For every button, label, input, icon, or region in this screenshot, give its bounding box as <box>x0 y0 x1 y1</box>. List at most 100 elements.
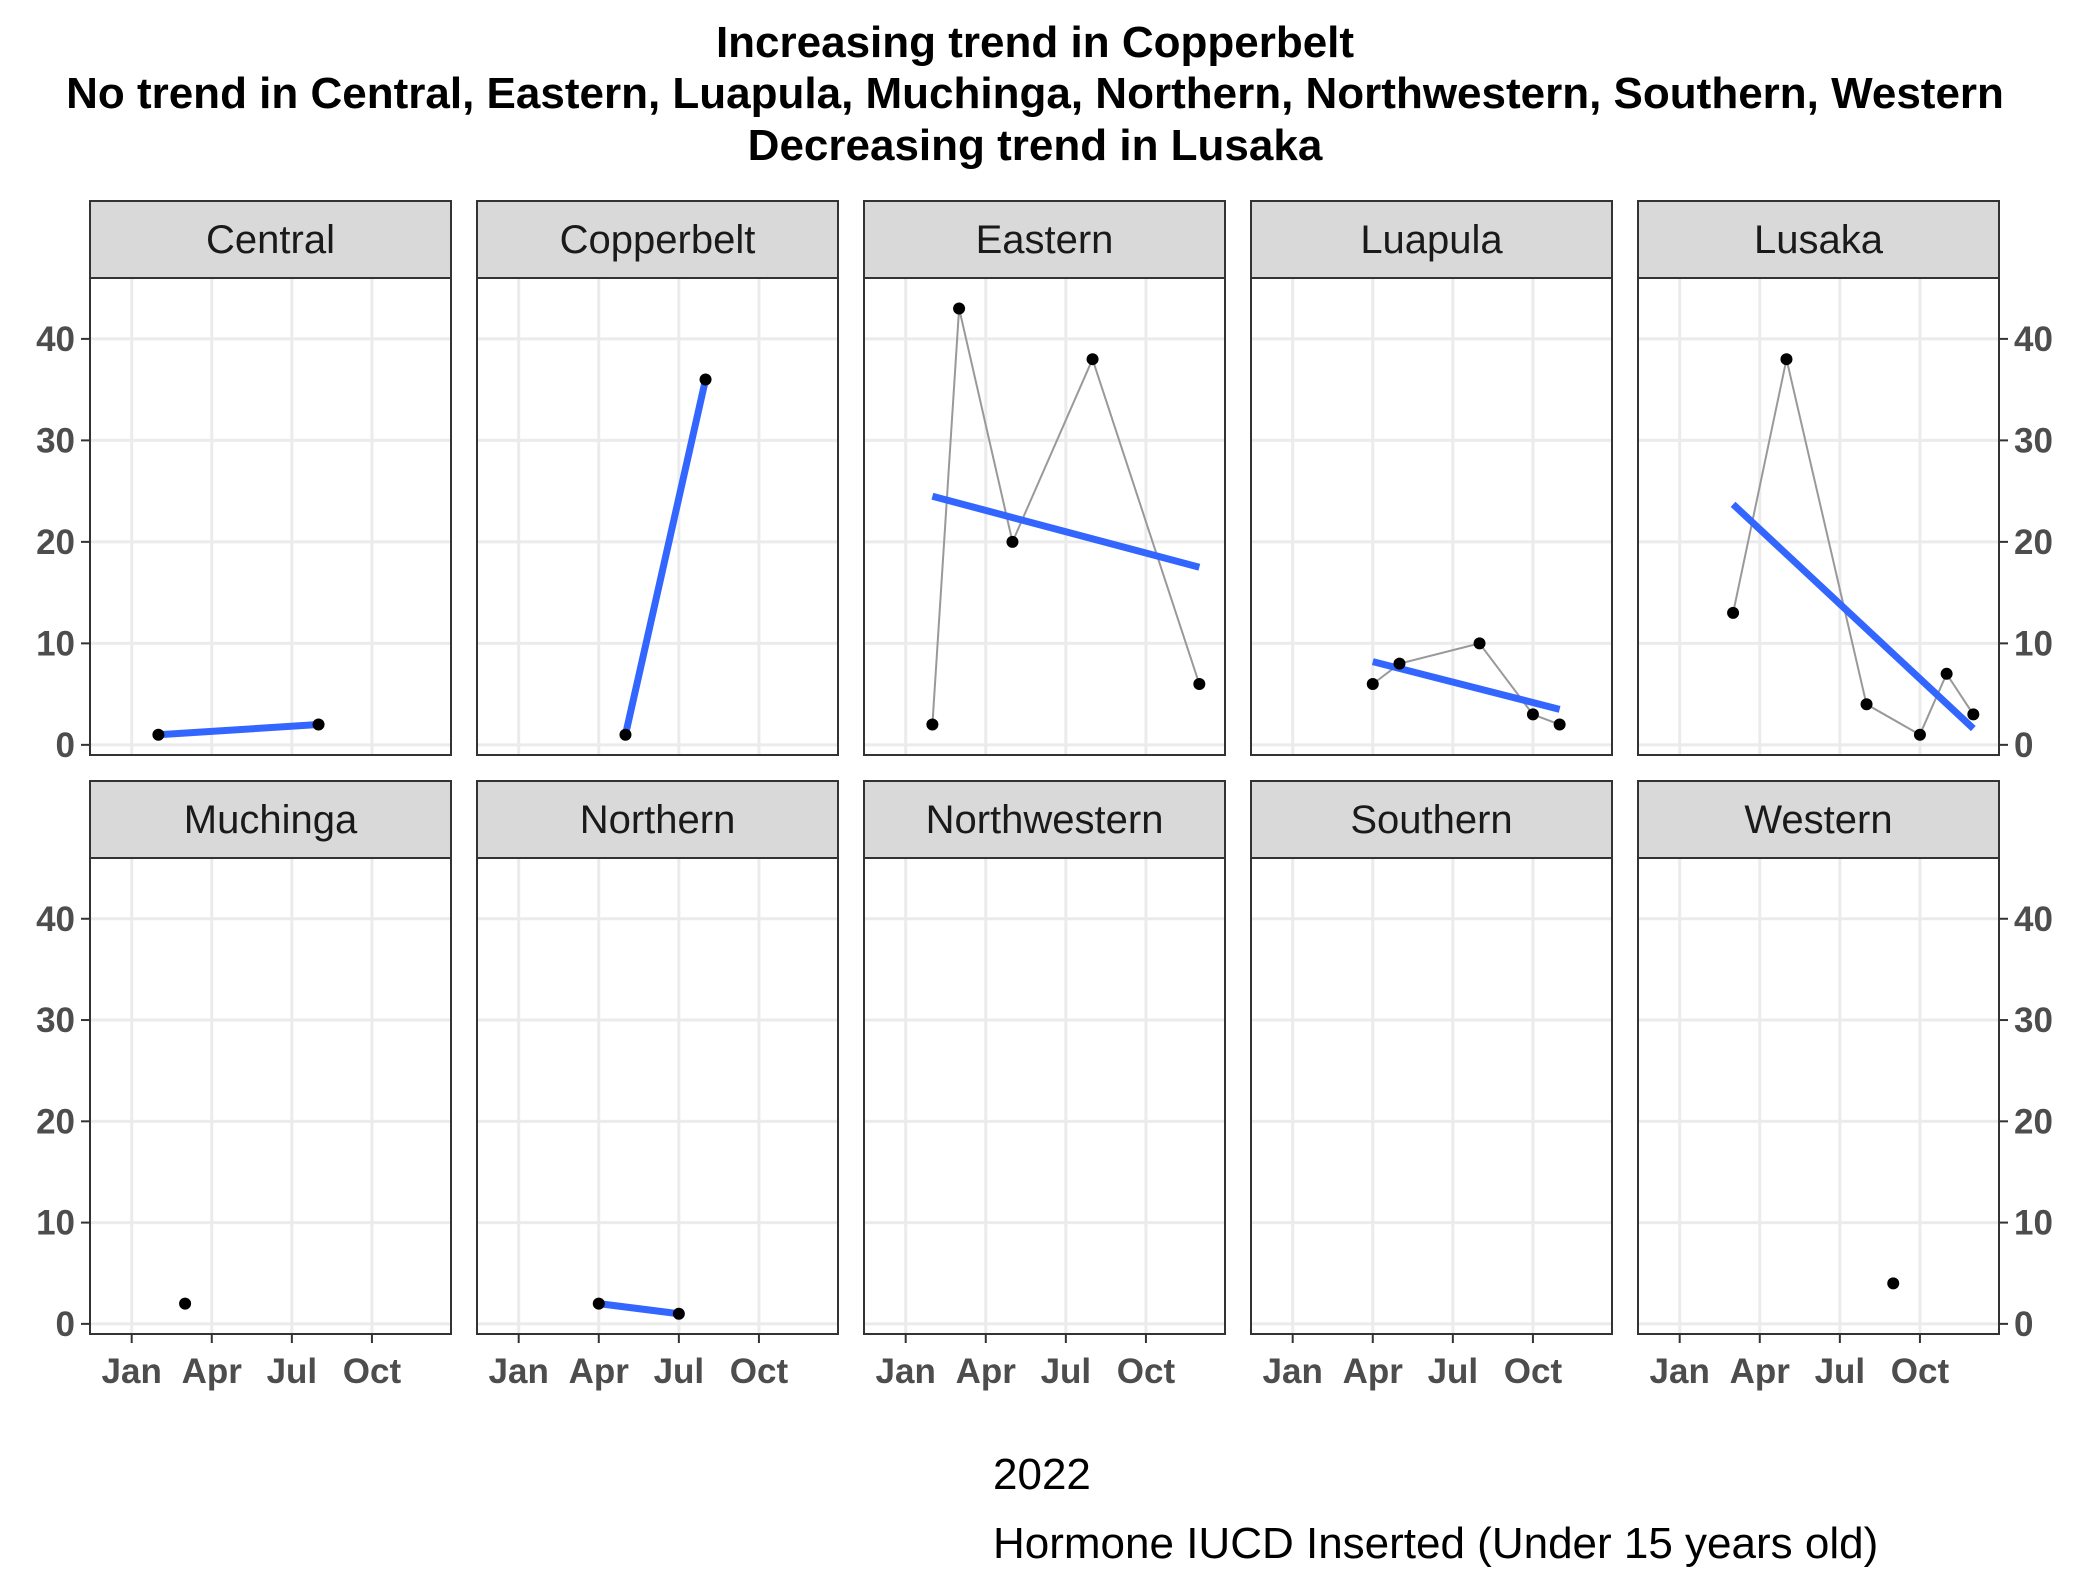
strip-label: Central <box>206 218 335 262</box>
data-point <box>1940 667 1953 680</box>
y-tick-label-left: 10 <box>36 624 75 663</box>
x-tick-label: Jul <box>1428 1352 1479 1391</box>
panel-northern: Northern Jan Apr Jul Oct <box>476 780 839 1391</box>
x-tick-label: Jul <box>654 1352 705 1391</box>
x-tick-label: Oct <box>730 1352 789 1391</box>
data-point <box>1366 677 1379 690</box>
strip-background <box>89 780 452 859</box>
x-tick-label: Apr <box>956 1352 1017 1391</box>
x-tick-label: Jan <box>1650 1352 1710 1391</box>
strip-label: Northwestern <box>926 798 1164 842</box>
data-point <box>179 1297 192 1310</box>
x-tick-label: Apr <box>1730 1352 1791 1391</box>
panel-southern: Southern Jan Apr Jul Oct <box>1250 780 1613 1391</box>
panel-border <box>1637 277 2000 756</box>
x-tick-label: Oct <box>343 1352 402 1391</box>
strip-label: Eastern <box>976 218 1114 262</box>
panel-border <box>1637 857 2000 1335</box>
title-line-1: Increasing trend in Copperbelt <box>716 18 1354 67</box>
strip-background <box>476 200 839 279</box>
trend-line <box>622 378 709 736</box>
panel-copperbelt: Copperbelt <box>476 200 839 756</box>
trend-line <box>598 1300 680 1318</box>
panel-border <box>89 857 452 1335</box>
x-axis-label: 2022 <box>993 1450 1091 1499</box>
panel-border <box>476 277 839 756</box>
facet-panels: Central Copperbelt Eastern Luapula Lusaka Muc… <box>36 200 2053 1391</box>
y-tick-label-left: 30 <box>36 421 75 460</box>
strip-background <box>1637 780 2000 859</box>
y-tick-label-right: 30 <box>2014 421 2053 460</box>
y-tick-label-right: 40 <box>2014 900 2053 939</box>
panel-northwestern: Northwestern Jan Apr Jul Oct <box>863 780 1226 1391</box>
panel-border <box>863 277 1226 756</box>
y-tick-label-right: 0 <box>2014 1305 2033 1344</box>
data-point <box>1193 677 1206 690</box>
x-tick-label: Jan <box>102 1352 162 1391</box>
strip-background <box>863 200 1226 279</box>
y-tick-label-right: 40 <box>2014 320 2053 359</box>
y-tick-label-left: 10 <box>36 1204 75 1243</box>
panel-border <box>89 277 452 756</box>
chart-title: Increasing trend in Copperbelt No trend … <box>66 18 2004 170</box>
y-tick-label-left: 30 <box>36 1001 75 1040</box>
data-point <box>1086 353 1099 366</box>
y-tick-label-right: 10 <box>2014 1204 2053 1243</box>
x-tick-label: Oct <box>1891 1352 1950 1391</box>
data-point <box>699 373 712 386</box>
series-line <box>1732 358 1975 737</box>
trend-line <box>1371 658 1561 713</box>
panel-central: Central <box>89 200 452 756</box>
strip-label: Muchinga <box>184 798 358 842</box>
data-point <box>619 728 632 741</box>
y-tick-label-left: 20 <box>36 1102 75 1141</box>
strip-background <box>1250 780 1613 859</box>
title-line-2: No trend in Central, Eastern, Luapula, M… <box>66 69 2004 118</box>
panel-border <box>1250 277 1613 756</box>
strip-label: Luapula <box>1360 218 1503 262</box>
panel-western: Western Jan Apr Jul Oct <box>1637 780 2000 1391</box>
x-tick-label: Jan <box>1263 1352 1323 1391</box>
strip-label: Northern <box>580 798 736 842</box>
data-point <box>1006 535 1019 548</box>
y-tick-label-left: 0 <box>56 726 75 765</box>
panel-border <box>1250 857 1613 1335</box>
strip-label: Lusaka <box>1754 218 1884 262</box>
data-point <box>1393 657 1406 670</box>
data-point <box>1887 1277 1900 1290</box>
x-tick-label: Oct <box>1117 1352 1176 1391</box>
x-tick-label: Jan <box>876 1352 936 1391</box>
data-point <box>152 728 165 741</box>
data-point <box>1913 728 1926 741</box>
panel-muchinga: Muchinga Jan Apr Jul Oct <box>89 780 452 1391</box>
chart-caption: Hormone IUCD Inserted (Under 15 years ol… <box>993 1519 1878 1568</box>
strip-label: Western <box>1744 798 1892 842</box>
title-line-3: Decreasing trend in Lusaka <box>748 121 1323 170</box>
trend-line <box>158 721 319 739</box>
x-tick-label: Jul <box>267 1352 318 1391</box>
data-point <box>953 302 966 315</box>
x-tick-label: Jul <box>1041 1352 1092 1391</box>
data-point <box>926 718 939 731</box>
y-tick-label-right: 0 <box>2014 726 2033 765</box>
x-tick-label: Apr <box>1343 1352 1404 1391</box>
strip-background <box>89 200 452 279</box>
y-tick-label-left: 20 <box>36 523 75 562</box>
data-point <box>1473 637 1486 650</box>
panel-border <box>476 857 839 1335</box>
data-point <box>1553 718 1566 731</box>
x-tick-label: Jan <box>489 1352 549 1391</box>
data-point <box>312 718 325 731</box>
x-tick-label: Oct <box>1504 1352 1563 1391</box>
data-point <box>672 1307 685 1320</box>
y-tick-label-right: 20 <box>2014 523 2053 562</box>
trend-line <box>1730 501 1976 732</box>
x-tick-label: Apr <box>569 1352 630 1391</box>
data-point <box>1526 708 1539 721</box>
panel-luapula: Luapula <box>1250 200 1613 756</box>
y-tick-label-left: 0 <box>56 1305 75 1344</box>
y-tick-label-right: 30 <box>2014 1001 2053 1040</box>
panel-border <box>863 857 1226 1335</box>
y-tick-label-left: 40 <box>36 320 75 359</box>
